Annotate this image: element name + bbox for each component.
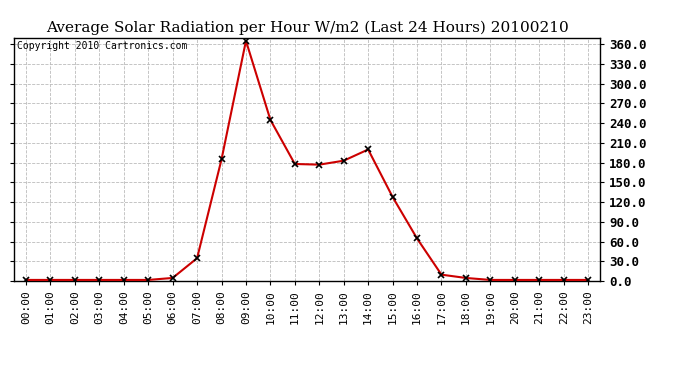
Text: Copyright 2010 Cartronics.com: Copyright 2010 Cartronics.com bbox=[17, 41, 187, 51]
Title: Average Solar Radiation per Hour W/m2 (Last 24 Hours) 20100210: Average Solar Radiation per Hour W/m2 (L… bbox=[46, 21, 569, 35]
